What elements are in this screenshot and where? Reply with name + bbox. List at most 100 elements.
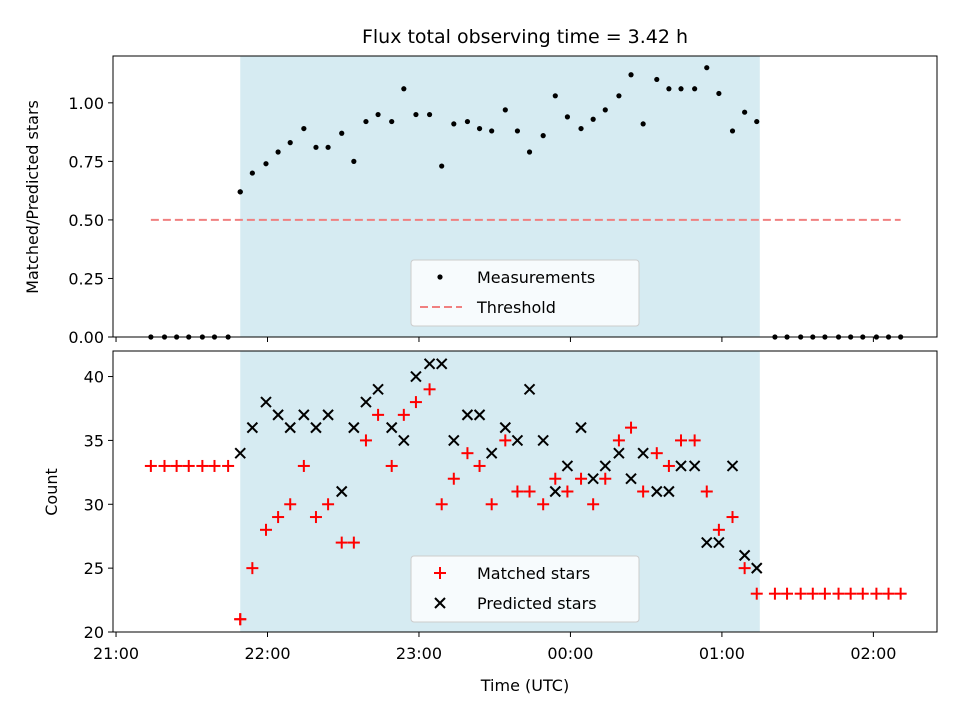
matched-star-point [511, 485, 524, 498]
predicted-star-point [423, 358, 436, 370]
measurement-point [666, 86, 672, 92]
bottom-xlabel: Time (UTC) [480, 676, 569, 695]
matched-star-point [549, 472, 562, 485]
matched-star-point [818, 587, 831, 600]
top-panel: 0.00 0.25 0.50 0.75 1.00 Flux total observin… [23, 26, 938, 347]
measurement-point [476, 125, 483, 132]
measurement-point [439, 163, 445, 169]
measurement-point [325, 144, 331, 150]
chart-title: Flux total observing time = 3.42 h [362, 26, 688, 48]
measurement-point [363, 118, 369, 125]
legend-label-predicted-stars: Predicted stars [477, 594, 597, 613]
legend-marker-matched-stars [434, 567, 446, 579]
predicted-star-point [410, 370, 422, 383]
bottom-ytick-label: 40 [84, 368, 104, 387]
matched-star-point [675, 434, 688, 447]
matched-star-point [335, 536, 348, 549]
measurement-point [489, 128, 495, 134]
matched-star-point [806, 587, 819, 600]
predicted-star-point [637, 447, 649, 459]
top-legend: Measurements Threshold [410, 259, 640, 327]
top-axes-frame [112, 55, 938, 338]
matched-star-point [347, 536, 360, 549]
measurement-point [692, 86, 698, 92]
predicted-star-point [310, 421, 322, 434]
measurement-point [237, 189, 243, 195]
measurement-point [742, 109, 748, 115]
measurement-point [552, 93, 558, 99]
bottom-panel: 20 25 30 35 40 21:00 22:00 23:00 00:00 01:00 02:0… [42, 350, 938, 695]
measurement-point [287, 140, 293, 146]
matched-star-point [662, 459, 675, 472]
top-ytick-label: 0.50 [68, 211, 104, 230]
matched-star-point [561, 485, 574, 498]
matched-star-point [700, 485, 713, 498]
measurement-point [526, 149, 533, 155]
predicted-star-point [260, 396, 272, 408]
matched-star-point [196, 459, 209, 472]
measurement-point [389, 118, 395, 125]
predicted-star-point [385, 421, 398, 434]
matched-star-point [170, 459, 183, 472]
matched-star-point [208, 459, 221, 472]
measurement-point [451, 121, 457, 127]
top-ylabel: Matched/Predicted stars [23, 100, 42, 294]
matched-star-point [637, 485, 650, 498]
predicted-star-point [435, 358, 448, 370]
matched-star-point [794, 587, 807, 600]
predicted-star-point [372, 383, 384, 396]
matched-star-point [587, 498, 600, 511]
measurement-point [426, 111, 433, 118]
matched-star-point [485, 498, 498, 511]
measurement-point [375, 111, 381, 118]
matched-star-point [447, 472, 460, 485]
predicted-star-point [298, 409, 310, 421]
measurement-point [616, 93, 622, 99]
matched-star-point [499, 434, 512, 447]
predicted-star-point [701, 536, 713, 549]
matched-star-point [372, 408, 385, 421]
predicted-star-point [398, 434, 410, 447]
predicted-star-point [284, 421, 296, 434]
matched-star-point [144, 459, 157, 472]
top-legend-box [410, 259, 640, 327]
matched-star-point [726, 511, 739, 524]
predicted-star-point [688, 460, 701, 472]
matched-star-point [599, 472, 612, 485]
measurement-point [464, 118, 471, 125]
measurement-point [628, 72, 634, 78]
matched-star-point [234, 613, 247, 626]
matched-star-point [738, 562, 751, 575]
measurement-point [602, 107, 608, 113]
predicted-star-point [473, 409, 486, 421]
measurement-point [275, 149, 281, 155]
predicted-star-point [348, 421, 360, 434]
legend-label-threshold: Threshold [476, 298, 556, 317]
bottom-xtick-label: 23:00 [396, 644, 442, 663]
measurement-point [301, 125, 307, 132]
matched-star-point [182, 459, 195, 472]
predicted-star-point [561, 460, 574, 472]
bottom-xtick-label: 22:00 [244, 644, 290, 663]
bottom-ytick-label: 35 [84, 431, 104, 450]
measurement-point [540, 133, 546, 139]
matched-star-point [870, 587, 883, 600]
bottom-ytick-label: 25 [84, 559, 104, 578]
predicted-star-point [499, 421, 512, 434]
matched-star-point [750, 587, 763, 600]
legend-marker-predicted-stars [434, 597, 446, 609]
matched-star-point [435, 498, 448, 511]
bottom-xtick-label: 01:00 [699, 644, 745, 663]
matched-star-point [575, 472, 588, 485]
matched-star-point [650, 447, 663, 460]
matched-star-point [158, 459, 171, 472]
predicted-star-point [587, 473, 599, 485]
matched-star-point [882, 587, 895, 600]
matched-star-point [309, 511, 322, 524]
predicted-star-point [726, 460, 739, 472]
matched-star-point [322, 498, 335, 511]
predicted-star-point [549, 485, 562, 498]
measurement-point [313, 144, 319, 150]
matched-star-point [397, 408, 410, 421]
matched-star-point [222, 459, 235, 472]
